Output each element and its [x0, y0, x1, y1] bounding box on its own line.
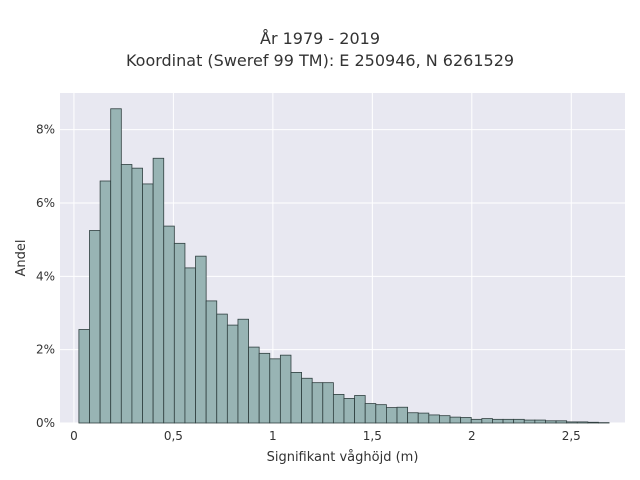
- histogram-bars: [78, 108, 610, 424]
- histogram-bar: [131, 167, 143, 424]
- histogram-bar: [99, 180, 112, 424]
- histogram-bar: [205, 300, 218, 424]
- histogram-bar: [290, 371, 302, 424]
- histogram-bar: [428, 414, 440, 424]
- histogram-bar: [364, 403, 377, 424]
- y-tick-label: 2%: [36, 343, 55, 357]
- histogram-bar: [226, 324, 239, 424]
- histogram-bar: [216, 313, 228, 424]
- histogram-bar: [492, 418, 504, 424]
- histogram-bar: [301, 377, 313, 424]
- x-tick-label: 1: [269, 429, 277, 443]
- x-tick-label: 2: [468, 429, 476, 443]
- histogram-bar: [439, 415, 451, 424]
- histogram-bar: [142, 183, 154, 424]
- histogram-bar: [555, 420, 568, 424]
- histogram-bar: [534, 419, 546, 424]
- histogram-bar: [375, 404, 387, 424]
- histogram-bar: [195, 255, 207, 424]
- histogram-bar: [566, 421, 578, 424]
- histogram-bar: [173, 242, 186, 424]
- x-axis-label: Signifikant våghöjd (m): [267, 450, 419, 465]
- chart-title: År 1979 - 2019 Koordinat (Sweref 99 TM):…: [0, 28, 640, 72]
- histogram-bar: [184, 267, 196, 424]
- histogram-bar: [258, 352, 271, 424]
- histogram-bar: [152, 157, 165, 424]
- histogram-bar: [279, 354, 292, 424]
- histogram-bar: [332, 393, 345, 424]
- histogram-bar: [78, 329, 90, 424]
- x-tick-label: 0,5: [164, 429, 183, 443]
- histogram-bar: [248, 346, 260, 424]
- histogram-bar: [354, 395, 366, 424]
- histogram-bar: [576, 421, 589, 424]
- histogram-bar: [523, 419, 536, 424]
- x-tick-label: 2,5: [562, 429, 581, 443]
- histogram-bar: [545, 420, 557, 424]
- histogram-bar: [470, 418, 483, 424]
- y-tick-label: 6%: [36, 196, 55, 210]
- histogram-bar: [460, 417, 472, 424]
- histogram-bar: [163, 225, 175, 424]
- x-tick-label: 1,5: [363, 429, 382, 443]
- chart-title-line-2: Koordinat (Sweref 99 TM): E 250946, N 62…: [125, 51, 515, 70]
- x-tick-label: 0: [70, 429, 78, 443]
- histogram-bar: [513, 418, 525, 424]
- y-axis-label: Andel: [14, 240, 29, 277]
- histogram-bar: [407, 412, 419, 424]
- histogram-bar: [417, 412, 430, 424]
- histogram-bar: [502, 418, 515, 424]
- chart-title-line-1: År 1979 - 2019: [260, 29, 380, 48]
- histogram-bar: [343, 398, 355, 424]
- histogram-bar: [311, 382, 324, 424]
- histogram-bar: [396, 406, 409, 424]
- histogram-bar: [449, 416, 462, 424]
- histogram-bar: [120, 164, 133, 424]
- histogram-bar: [237, 318, 249, 424]
- histogram-bar: [110, 108, 122, 424]
- y-tick-label: 8%: [36, 123, 55, 137]
- histogram-bar: [269, 358, 281, 424]
- histogram-bar: [386, 407, 398, 424]
- y-tick-label: 0%: [36, 416, 55, 430]
- y-axis-ticks: 0% 2% 4% 6% 8%: [36, 123, 55, 430]
- histogram-bar: [322, 382, 334, 424]
- histogram-bar: [587, 421, 599, 424]
- histogram-bar: [481, 418, 493, 424]
- y-tick-label: 4%: [36, 269, 55, 283]
- x-axis-ticks: 0 0,5 1 1,5 2 2,5: [70, 429, 581, 443]
- histogram-bar: [89, 230, 101, 424]
